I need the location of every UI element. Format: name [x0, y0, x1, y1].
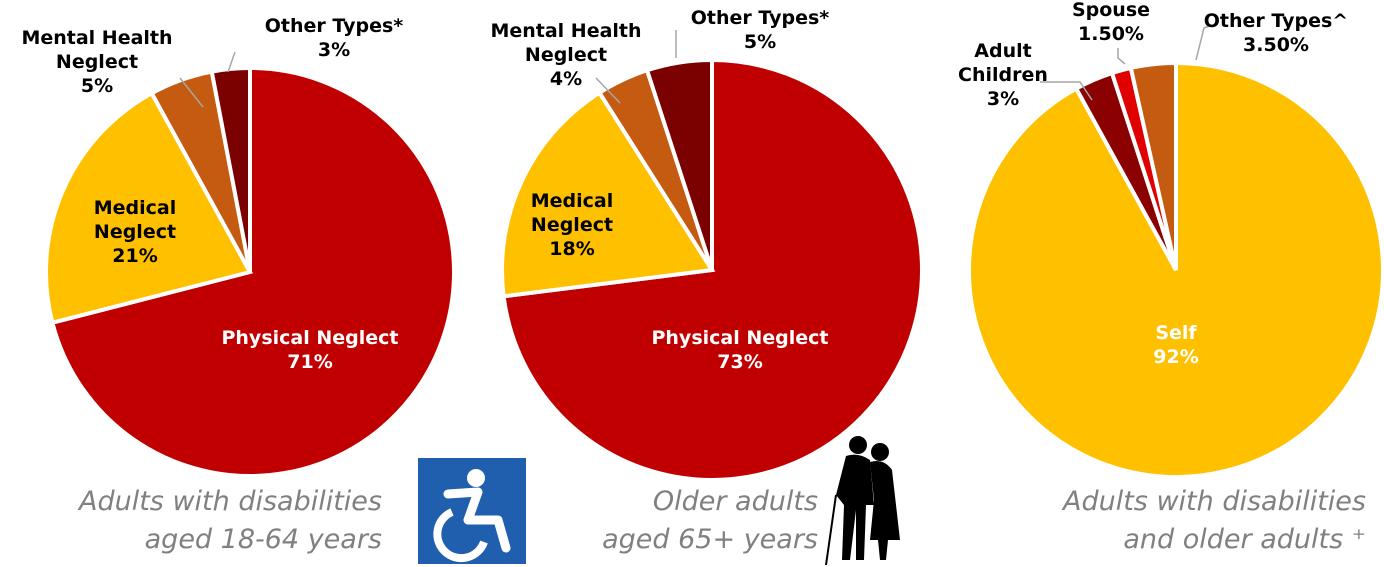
caption: Older adults — [653, 486, 818, 517]
value-label: 5% — [665, 30, 855, 54]
slice-label: Other Types*5% — [665, 6, 855, 54]
category-label: Other Types* — [665, 6, 855, 30]
value-label: 21% — [75, 244, 195, 268]
charts: Adults with disabilities aged 18-64 years… — [0, 0, 1384, 567]
value-label: 3.50% — [1186, 33, 1366, 57]
slice-label: Other Types*3% — [239, 14, 429, 62]
value-label: 5% — [2, 74, 192, 98]
caption: aged 18-64 years — [145, 524, 382, 555]
category-label: Other Types^ — [1186, 9, 1366, 33]
category-label: Medical Neglect — [75, 196, 195, 244]
value-label: 3% — [948, 87, 1058, 111]
value-label: 73% — [620, 350, 860, 374]
wheelchair-icon — [418, 458, 526, 564]
category-label: Medical Neglect — [512, 189, 632, 237]
category-label: Adult Children — [948, 39, 1058, 87]
caption: aged 65+ years — [602, 524, 818, 555]
category-label: Other Types* — [239, 14, 429, 38]
category-label: Mental Health Neglect — [471, 19, 661, 67]
category-label: Spouse — [1061, 0, 1161, 22]
value-label: 3% — [239, 38, 429, 62]
caption: Adults with disabilities — [1061, 486, 1366, 517]
category-label: Physical Neglect — [190, 326, 430, 350]
value-label: 4% — [471, 67, 661, 91]
caption: and older adults ⁺ — [1123, 524, 1366, 555]
value-label: 18% — [512, 237, 632, 261]
leader-line — [1118, 48, 1125, 64]
elderly-icon — [826, 436, 900, 565]
value-label: 1.50% — [1061, 22, 1161, 46]
slice-label: Other Types^3.50% — [1186, 9, 1366, 57]
caption: Adults with disabilities — [77, 486, 382, 517]
page: Adults with disabilities aged 18-64 years… — [0, 0, 1384, 567]
value-label: 71% — [190, 350, 430, 374]
category-label: Physical Neglect — [620, 326, 860, 350]
category-label: Mental Health Neglect — [2, 26, 192, 74]
value-label: 92% — [1116, 345, 1236, 369]
category-label: Self — [1116, 321, 1236, 345]
